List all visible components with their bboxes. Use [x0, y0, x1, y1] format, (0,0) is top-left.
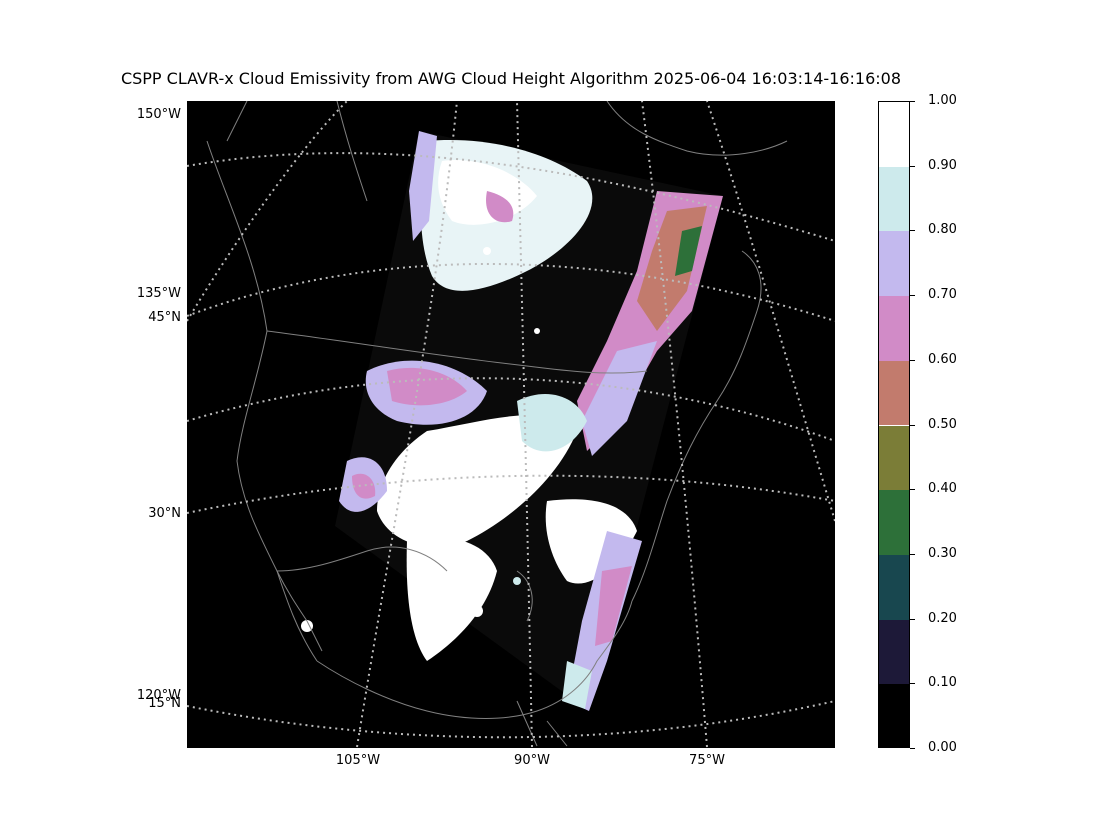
- colorbar-segment: [879, 166, 909, 232]
- lat-label-45n: 45°N: [148, 310, 181, 325]
- colorbar-tick: [910, 101, 915, 102]
- colorbar-tick: [910, 554, 915, 555]
- colorbar-tick: [910, 230, 915, 231]
- colorbar-tick: [910, 748, 915, 749]
- coastlines: [206, 101, 788, 747]
- lat-label-120w: 120°W: [136, 688, 181, 703]
- colorbar-segment: [879, 554, 909, 620]
- colorbar-tick-label: 1.00: [928, 93, 957, 108]
- lon-label-75w: 75°W: [689, 753, 725, 768]
- lat-label-150w: 150°W: [136, 107, 181, 122]
- colorbar-segment: [879, 231, 909, 297]
- graticule: [187, 101, 835, 748]
- colorbar-segment: [879, 684, 909, 747]
- colorbar-tick-label: 0.00: [928, 740, 957, 755]
- plot-title: CSPP CLAVR-x Cloud Emissivity from AWG C…: [120, 69, 902, 88]
- colorbar-tick: [910, 166, 915, 167]
- colorbar-tick-label: 0.20: [928, 611, 957, 626]
- colorbar-tick-label: 0.90: [928, 158, 957, 173]
- lat-label-15n: 15°N: [148, 696, 181, 711]
- colorbar-tick-label: 0.30: [928, 546, 957, 561]
- colorbar-tick-label: 0.10: [928, 675, 957, 690]
- colorbar-segment: [879, 296, 909, 361]
- lat-label-135w: 135°W: [136, 286, 181, 301]
- lat-label-30n: 30°N: [148, 506, 181, 521]
- lon-label-105w: 105°W: [335, 753, 381, 768]
- colorbar-tick: [910, 425, 915, 426]
- colorbar-segment: [879, 490, 909, 555]
- colorbar-segment: [879, 102, 909, 167]
- satellite-swath: [301, 131, 723, 711]
- colorbar-tick-label: 0.60: [928, 352, 957, 367]
- colorbar-tick-label: 0.40: [928, 481, 957, 496]
- colorbar-tick: [910, 489, 915, 490]
- colorbar-segment: [879, 425, 909, 491]
- colorbar-segment: [879, 619, 909, 685]
- colorbar: [878, 101, 910, 748]
- colorbar-tick-label: 0.70: [928, 287, 957, 302]
- colorbar-tick-label: 0.80: [928, 222, 957, 237]
- colorbar-tick: [910, 683, 915, 684]
- lon-label-90w: 90°W: [514, 753, 550, 768]
- colorbar-tick: [910, 295, 915, 296]
- map-svg: [187, 101, 835, 748]
- map-panel: [187, 101, 835, 748]
- colorbar-tick: [910, 619, 915, 620]
- colorbar-tick: [910, 360, 915, 361]
- colorbar-segment: [879, 360, 909, 426]
- colorbar-tick-label: 0.50: [928, 417, 957, 432]
